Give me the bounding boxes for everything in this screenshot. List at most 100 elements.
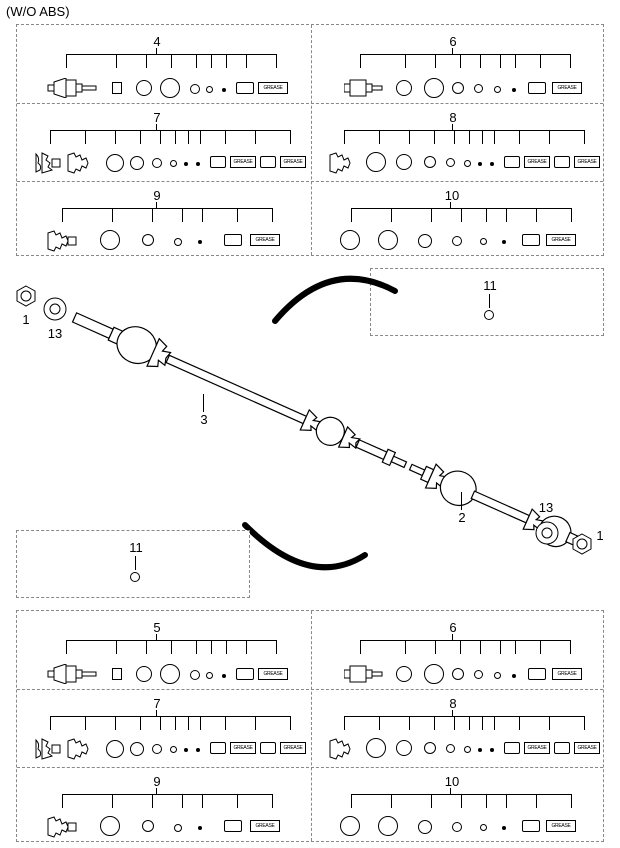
grease-icon: GREASE bbox=[250, 820, 280, 832]
hline bbox=[17, 103, 603, 104]
ring-icon bbox=[452, 822, 462, 832]
ring-icon bbox=[396, 666, 412, 682]
ring-icon bbox=[152, 744, 162, 754]
callout-11a: 11 bbox=[480, 278, 500, 293]
clip-icon bbox=[112, 668, 122, 680]
ring-icon bbox=[480, 824, 487, 831]
tube-icon bbox=[522, 820, 540, 832]
dot-icon bbox=[490, 748, 494, 752]
boot-icon bbox=[46, 230, 78, 252]
callout-9a: 9 bbox=[150, 188, 164, 203]
grease-icon: GREASE bbox=[280, 156, 306, 168]
ring-icon bbox=[142, 820, 154, 832]
dot-icon bbox=[502, 240, 506, 244]
hline bbox=[17, 767, 603, 768]
callout-10b: 10 bbox=[442, 774, 462, 789]
clip-ring-icon bbox=[130, 572, 140, 582]
dot-icon bbox=[196, 162, 200, 166]
ring-icon bbox=[474, 84, 483, 93]
dot-icon bbox=[502, 826, 506, 830]
nut-icon bbox=[14, 284, 38, 308]
hline bbox=[17, 181, 603, 182]
tube-icon bbox=[210, 742, 226, 754]
nut-icon bbox=[570, 532, 594, 556]
ring-icon bbox=[136, 80, 152, 96]
ring-icon bbox=[106, 154, 124, 172]
leader bbox=[135, 556, 136, 570]
ring-icon bbox=[424, 664, 444, 684]
ring-icon bbox=[452, 236, 462, 246]
tube-icon bbox=[236, 668, 254, 680]
washer-icon bbox=[534, 520, 560, 546]
ring-icon bbox=[106, 740, 124, 758]
ring-icon bbox=[452, 668, 464, 680]
ring-icon bbox=[424, 156, 436, 168]
cv-inner-joint-icon bbox=[344, 664, 384, 689]
tube-icon bbox=[528, 668, 546, 680]
grease-icon: GREASE bbox=[250, 234, 280, 246]
dot-icon bbox=[222, 88, 226, 92]
dot-icon bbox=[198, 826, 202, 830]
callout-9b: 9 bbox=[150, 774, 164, 789]
dot-icon bbox=[478, 748, 482, 752]
ring-icon bbox=[378, 230, 398, 250]
ring-icon bbox=[480, 238, 487, 245]
ring-icon bbox=[206, 672, 213, 679]
ring-icon bbox=[494, 672, 501, 679]
grease-icon: GREASE bbox=[574, 156, 600, 168]
ring-icon bbox=[396, 80, 412, 96]
boot-icon bbox=[328, 152, 356, 174]
ring-icon bbox=[446, 744, 455, 753]
tube-icon bbox=[260, 156, 276, 168]
arc-top-icon bbox=[270, 266, 400, 336]
ring-icon bbox=[142, 234, 154, 246]
leader bbox=[461, 492, 462, 510]
diagram-title: (W/O ABS) bbox=[6, 4, 70, 19]
tube-icon bbox=[528, 82, 546, 94]
ring-icon bbox=[366, 152, 386, 172]
ring-icon bbox=[170, 746, 177, 753]
tube-icon bbox=[504, 156, 520, 168]
ring-icon bbox=[340, 230, 360, 250]
callout-6b: 6 bbox=[446, 620, 460, 635]
ring-icon bbox=[424, 78, 444, 98]
ring-icon bbox=[418, 820, 432, 834]
callout-2: 2 bbox=[456, 510, 468, 525]
boot-icon bbox=[34, 738, 62, 760]
tube-icon bbox=[210, 156, 226, 168]
callout-8a: 8 bbox=[446, 110, 460, 125]
split-bottom bbox=[311, 611, 312, 841]
ring-icon bbox=[190, 670, 200, 680]
ring-icon bbox=[474, 670, 483, 679]
tube-icon bbox=[236, 82, 254, 94]
tube-icon bbox=[554, 156, 570, 168]
ring-icon bbox=[396, 740, 412, 756]
grease-icon: GREASE bbox=[574, 742, 600, 754]
ring-icon bbox=[378, 816, 398, 836]
grease-icon: GREASE bbox=[280, 742, 306, 754]
ring-icon bbox=[100, 816, 120, 836]
ring-icon bbox=[396, 154, 412, 170]
ring-icon bbox=[130, 742, 144, 756]
leader bbox=[203, 394, 204, 412]
tube-icon bbox=[554, 742, 570, 754]
tube-icon bbox=[504, 742, 520, 754]
cv-outer-joint-icon bbox=[46, 78, 98, 103]
grease-icon: GREASE bbox=[546, 820, 576, 832]
cv-inner-joint-icon bbox=[344, 78, 384, 103]
grease-icon: GREASE bbox=[552, 82, 582, 94]
ring-icon bbox=[100, 230, 120, 250]
callout-1b: 1 bbox=[594, 528, 606, 543]
dot-icon bbox=[184, 748, 188, 752]
ring-lg-icon bbox=[160, 78, 180, 98]
ring-sm-icon bbox=[190, 84, 200, 94]
tube-icon bbox=[224, 820, 242, 832]
ring-icon bbox=[174, 824, 182, 832]
dot-icon bbox=[222, 674, 226, 678]
ring-icon bbox=[340, 816, 360, 836]
grease-icon: GREASE bbox=[230, 742, 256, 754]
callout-11b: 11 bbox=[126, 540, 146, 555]
grease-icon: GREASE bbox=[258, 82, 288, 94]
ring-xs-icon bbox=[206, 86, 213, 93]
ring-icon bbox=[174, 238, 182, 246]
